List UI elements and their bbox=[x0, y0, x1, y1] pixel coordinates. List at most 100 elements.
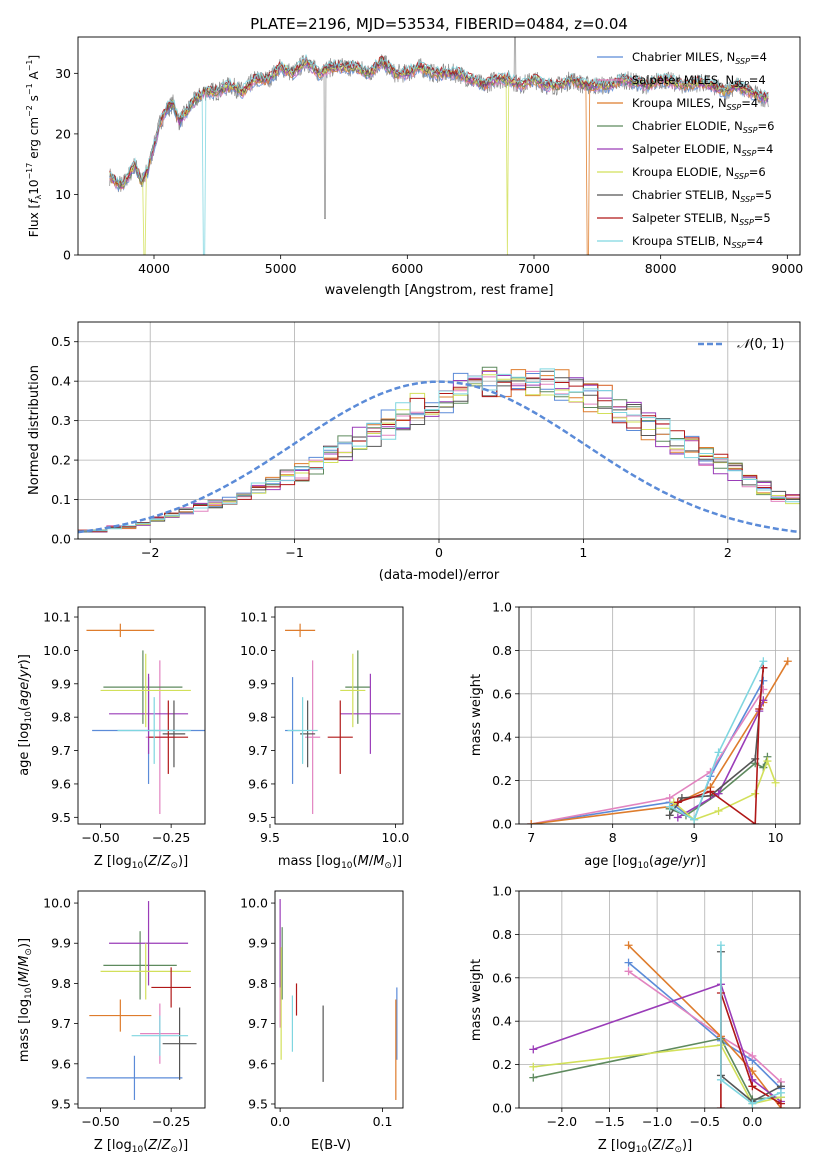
y-tick-label: 9.7 bbox=[248, 743, 268, 758]
x-tick-label: 7 bbox=[527, 830, 535, 845]
weight-point-marker bbox=[665, 811, 674, 820]
weight-point-marker bbox=[529, 1045, 538, 1054]
x-tick-label: 9 bbox=[690, 830, 698, 845]
age-vs-mass-panel: 9.5 10.0 9.5 9.6 9.7 9.8 9.9 10.0 10.1 mass [log… bbox=[240, 606, 410, 871]
x-tick-label: −0.25 bbox=[152, 1114, 190, 1129]
x-tick-label: 0.0 bbox=[742, 1114, 762, 1129]
age-vs-mass-plot-area: 9.5 10.0 9.5 9.6 9.7 9.8 9.9 10.0 10.1 bbox=[240, 606, 410, 845]
plot-marks bbox=[86, 901, 197, 1100]
weight-point-marker bbox=[529, 1073, 538, 1082]
y-tick-label: 0.4 bbox=[51, 374, 71, 389]
mass-vs-z-xlabel: Z [log10(Z/Z⊙)] bbox=[94, 1138, 188, 1155]
weight-point-marker bbox=[776, 1099, 785, 1108]
y-tick-label: 1.0 bbox=[492, 884, 512, 899]
x-tick-label: −2 bbox=[141, 545, 159, 560]
weight-vs-z-panel: −2.0 −1.5 −1.0 −0.5 0.0 0.0 0.2 0.4 0.6 0.8 1.0 Z … bbox=[469, 884, 801, 1155]
spectrum-xlabel: wavelength [Angstrom, rest frame] bbox=[325, 283, 554, 298]
weight-series-line bbox=[533, 983, 782, 1103]
x-tick-label: 1 bbox=[579, 545, 587, 560]
weight-point-marker bbox=[665, 793, 674, 802]
y-tick-label: 9.8 bbox=[51, 710, 71, 725]
y-tick-label: 9.7 bbox=[248, 1016, 268, 1031]
x-tick-label: 10 bbox=[768, 830, 784, 845]
weight-point-marker bbox=[771, 778, 780, 787]
x-tick-label: 5000 bbox=[265, 261, 297, 276]
x-tick-label: −0.50 bbox=[81, 830, 119, 845]
legend-label: Kroupa MILES, NSSP=4 bbox=[632, 96, 758, 112]
weight-point-marker bbox=[716, 1075, 725, 1084]
y-tick-label: 1.0 bbox=[492, 600, 512, 615]
legend-label: Chabrier MILES, NSSP=4 bbox=[632, 50, 767, 66]
age-vs-z-xlabel: Z [log10(Z/Z⊙)] bbox=[94, 854, 188, 871]
y-tick-label: 9.6 bbox=[248, 776, 268, 791]
weight-point-marker bbox=[755, 704, 764, 713]
weight-point-marker bbox=[716, 1104, 725, 1108]
axes-frame bbox=[274, 890, 404, 1109]
y-tick-label: 9.9 bbox=[51, 936, 71, 951]
y-tick-label: 0.1 bbox=[51, 492, 71, 507]
axes-frame bbox=[518, 890, 801, 1109]
y-tick-label: 9.8 bbox=[248, 976, 268, 991]
legend-label: Salpeter STELIB, NSSP=5 bbox=[632, 211, 771, 227]
x-tick-label: 8 bbox=[609, 830, 617, 845]
plot-marks bbox=[527, 657, 792, 824]
y-tick-label: 0.2 bbox=[492, 773, 512, 788]
spectrum-panel: 4000 5000 6000 7000 8000 9000 0 10 20 30 waveleng… bbox=[25, 36, 803, 298]
weight-point-marker bbox=[624, 958, 633, 967]
spectrum-model-line bbox=[109, 54, 769, 255]
mass-vs-z-ylabel: mass [log10(M/M⊙)] bbox=[17, 938, 34, 1062]
y-tick-label: 0.2 bbox=[51, 453, 71, 468]
weight-series-line bbox=[627, 961, 782, 1090]
mass-vs-z-plot-area: −0.50 −0.25 9.5 9.6 9.7 9.8 9.9 10.0 bbox=[43, 890, 206, 1129]
y-tick-label: 0.8 bbox=[492, 643, 512, 658]
y-tick-label: 0.4 bbox=[492, 1014, 512, 1029]
weight-point-marker bbox=[714, 806, 723, 815]
weight-point-marker bbox=[783, 657, 792, 666]
x-tick-label: 9.5 bbox=[260, 830, 280, 845]
y-tick-label: 0.3 bbox=[51, 413, 71, 428]
y-tick-label: 0.2 bbox=[492, 1057, 512, 1072]
y-tick-label: 9.5 bbox=[248, 1096, 268, 1111]
residual-plot-area: −2 −1 0 1 2 0.0 0.1 0.2 0.3 0.4 0.5 bbox=[51, 321, 801, 560]
age-vs-mass-xlabel: mass [log10(M/M⊙)] bbox=[278, 854, 402, 871]
weight-vs-z-plot-area: −2.0 −1.5 −1.0 −0.5 0.0 0.0 0.2 0.4 0.6 0.8 1.0 bbox=[492, 884, 801, 1129]
weight-point-marker bbox=[624, 941, 633, 950]
legend-normal-label: 𝒩(0, 1) bbox=[737, 337, 784, 352]
mass-vs-z-panel: −0.50 −0.25 9.5 9.6 9.7 9.8 9.9 10.0 Z [log10(Z… bbox=[17, 890, 206, 1155]
age-vs-z-plot-area: −0.50 −0.25 9.5 9.6 9.7 9.8 9.9 10.0 10.1 bbox=[43, 606, 206, 845]
y-tick-label: 9.5 bbox=[248, 810, 268, 825]
spectrum-ylabel: Flux [fλ10−17 erg cm−2 s−1 A−1] bbox=[25, 55, 43, 237]
x-tick-label: −1.5 bbox=[594, 1114, 624, 1129]
y-tick-label: 9.9 bbox=[51, 676, 71, 691]
figure-title: PLATE=2196, MJD=53534, FIBERID=0484, z=0… bbox=[250, 15, 628, 33]
plot-marks bbox=[279, 899, 398, 1100]
y-tick-label: 9.9 bbox=[248, 676, 268, 691]
y-tick-label: 10 bbox=[55, 187, 71, 202]
y-tick-label: 9.6 bbox=[51, 776, 71, 791]
x-tick-label: −0.50 bbox=[81, 1114, 119, 1129]
weight-point-marker bbox=[763, 757, 772, 766]
weight-point-marker bbox=[776, 1088, 785, 1097]
x-tick-label: −0.5 bbox=[690, 1114, 720, 1129]
weight-vs-z-xlabel: Z [log10(Z/Z⊙)] bbox=[598, 1138, 692, 1155]
x-tick-label: 6000 bbox=[391, 261, 423, 276]
y-tick-label: 9.8 bbox=[248, 710, 268, 725]
y-tick-label: 10.1 bbox=[240, 610, 268, 625]
x-tick-label: 10.0 bbox=[382, 830, 410, 845]
weight-point-marker bbox=[714, 789, 723, 798]
weight-point-marker bbox=[748, 1099, 757, 1108]
y-tick-label: 10.1 bbox=[43, 610, 71, 625]
x-tick-label: 7000 bbox=[518, 261, 550, 276]
x-tick-label: 8000 bbox=[645, 261, 677, 276]
y-tick-label: 10.0 bbox=[43, 896, 71, 911]
y-tick-label: 9.7 bbox=[51, 1016, 71, 1031]
legend-label: Salpeter MILES, NSSP=4 bbox=[632, 73, 766, 89]
weight-vs-z-ylabel: mass weight bbox=[469, 959, 484, 1041]
x-tick-label: −1 bbox=[285, 545, 303, 560]
weight-series-line bbox=[531, 689, 764, 824]
x-tick-label: 2 bbox=[724, 545, 732, 560]
spectrum-plot-area: 4000 5000 6000 7000 8000 9000 0 10 20 30 bbox=[55, 36, 803, 276]
weight-series-line bbox=[673, 758, 777, 821]
weight-point-marker bbox=[529, 1062, 538, 1071]
